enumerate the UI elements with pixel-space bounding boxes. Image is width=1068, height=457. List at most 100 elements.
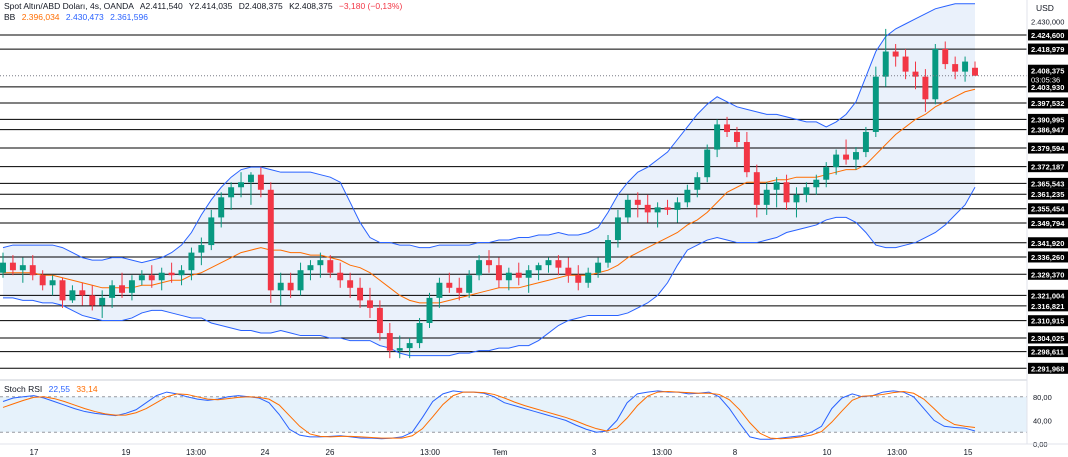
candle[interactable] — [9, 255, 16, 276]
price-tick-label[interactable]: 2.430,000 — [1031, 17, 1064, 26]
candle[interactable] — [714, 119, 721, 158]
candle[interactable] — [684, 184, 691, 208]
candle[interactable] — [476, 255, 483, 281]
stoch-rsi-pane[interactable] — [0, 379, 1027, 440]
candle[interactable] — [287, 272, 294, 298]
candle[interactable] — [208, 209, 215, 251]
candle[interactable] — [585, 267, 592, 288]
candle[interactable] — [753, 164, 760, 218]
price-level-label[interactable]: 2.316,821 — [1031, 302, 1064, 311]
candle[interactable] — [862, 126, 869, 158]
candle[interactable] — [892, 43, 899, 67]
candle[interactable] — [932, 43, 939, 105]
candle[interactable] — [962, 56, 969, 82]
candle[interactable] — [119, 272, 125, 298]
candle[interactable] — [853, 147, 859, 170]
candle[interactable] — [763, 182, 770, 215]
candle[interactable] — [823, 162, 830, 188]
current-price-label[interactable]: 2.408,375 — [1031, 67, 1064, 76]
candle[interactable] — [833, 149, 840, 175]
bb-basis-line[interactable] — [3, 88, 976, 304]
price-level-label[interactable]: 2.403,930 — [1031, 83, 1064, 92]
candle[interactable] — [89, 285, 96, 311]
currency-label[interactable]: USD — [1036, 3, 1054, 13]
price-level-label[interactable]: 2.355,454 — [1031, 205, 1065, 214]
candle[interactable] — [674, 197, 681, 223]
candle[interactable] — [813, 174, 820, 195]
price-level-label[interactable]: 2.321,004 — [1031, 291, 1065, 300]
candle[interactable] — [158, 267, 165, 291]
candle[interactable] — [843, 139, 850, 165]
candle[interactable] — [396, 335, 403, 359]
candle[interactable] — [416, 317, 423, 349]
candle[interactable] — [406, 338, 413, 359]
price-level-label[interactable]: 2.291,968 — [1031, 364, 1064, 373]
candle[interactable] — [624, 194, 631, 223]
bb-legend[interactable]: BB 2.396,034 2.430,473 2.361,596 — [4, 12, 152, 22]
candle[interactable] — [277, 272, 284, 306]
candle[interactable] — [486, 250, 492, 273]
price-level-label[interactable]: 2.341,920 — [1031, 239, 1064, 248]
candle[interactable] — [535, 262, 542, 281]
candle[interactable] — [456, 277, 463, 301]
candle[interactable] — [168, 262, 175, 283]
candle[interactable] — [19, 257, 26, 283]
candle[interactable] — [426, 292, 433, 329]
candle[interactable] — [545, 257, 552, 273]
candle[interactable] — [188, 247, 195, 281]
candle[interactable] — [525, 265, 532, 293]
candle[interactable] — [555, 255, 562, 276]
candle[interactable] — [59, 277, 66, 308]
candle[interactable] — [634, 192, 641, 218]
candle[interactable] — [109, 280, 116, 308]
candle[interactable] — [694, 172, 701, 198]
candle[interactable] — [773, 177, 780, 208]
candle[interactable] — [267, 182, 274, 303]
bb-upper-line[interactable] — [2, 3, 975, 264]
candle[interactable] — [79, 282, 86, 306]
candle[interactable] — [743, 131, 750, 178]
candle[interactable] — [297, 262, 304, 296]
price-level-label[interactable]: 2.336,260 — [1031, 253, 1064, 262]
candle[interactable] — [317, 252, 324, 278]
price-level-label[interactable]: 2.372,187 — [1031, 163, 1064, 172]
candle[interactable] — [495, 257, 502, 288]
candle[interactable] — [347, 272, 354, 298]
price-level-label[interactable]: 2.397,532 — [1031, 99, 1064, 108]
candle[interactable] — [515, 262, 522, 286]
candle[interactable] — [327, 255, 334, 278]
candle[interactable] — [178, 265, 185, 286]
candle[interactable] — [733, 126, 740, 148]
candle[interactable] — [307, 260, 314, 281]
candle[interactable] — [942, 41, 949, 70]
candle[interactable] — [0, 252, 6, 278]
candle[interactable] — [724, 116, 731, 137]
candle[interactable] — [466, 270, 473, 298]
price-level-label[interactable]: 2.304,025 — [1031, 334, 1064, 343]
price-level-label[interactable]: 2.379,594 — [1031, 144, 1065, 153]
symbol-title[interactable]: Spot Altın/ABD Doları, 4s, OANDA — [4, 1, 134, 11]
candle[interactable] — [357, 277, 364, 308]
candle[interactable] — [257, 167, 264, 198]
candle[interactable] — [614, 209, 621, 248]
candle[interactable] — [654, 202, 661, 228]
candle[interactable] — [337, 262, 344, 288]
candle[interactable] — [575, 265, 582, 291]
stoch-d-line[interactable] — [2, 390, 976, 440]
candle[interactable] — [128, 275, 135, 301]
price-level-label[interactable]: 2.418,979 — [1031, 45, 1064, 54]
candle[interactable] — [436, 277, 443, 308]
candle[interactable] — [872, 66, 879, 137]
stoch-k-line[interactable] — [2, 390, 976, 440]
candle[interactable] — [922, 69, 929, 112]
candle[interactable] — [783, 174, 790, 210]
candle[interactable] — [376, 300, 383, 341]
price-level-label[interactable]: 2.298,611 — [1031, 348, 1064, 357]
price-level-label[interactable]: 2.424,600 — [1031, 31, 1064, 40]
candle[interactable] — [69, 285, 76, 303]
price-level-label[interactable]: 2.329,370 — [1031, 270, 1064, 279]
candle[interactable] — [367, 287, 373, 318]
stoch-legend[interactable]: Stoch RSI 22,55 33,14 — [4, 384, 102, 394]
candle[interactable] — [446, 272, 453, 293]
